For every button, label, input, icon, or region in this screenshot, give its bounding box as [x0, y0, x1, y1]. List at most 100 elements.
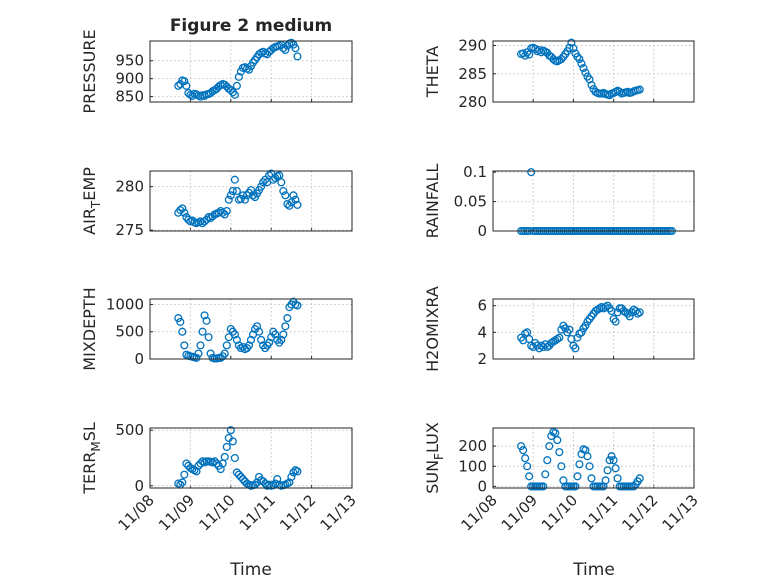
- data-point: [291, 44, 300, 53]
- data-point: [234, 72, 243, 81]
- data-point: [521, 329, 530, 338]
- data-point: [573, 472, 582, 481]
- data-point: [527, 341, 536, 350]
- figure-title: Figure 2 medium: [170, 16, 332, 36]
- data-point: [226, 86, 235, 95]
- y-tick-label: 290: [458, 37, 487, 55]
- data-point: [180, 208, 189, 217]
- data-point: [281, 191, 290, 200]
- panel-air_temp: 275 280 AIRTEMP: [80, 167, 353, 239]
- data-point: [613, 474, 622, 483]
- y-axis-label-main: AIR: [80, 208, 99, 235]
- y-axis-label: PRESSURE: [80, 29, 99, 113]
- data-point: [523, 462, 532, 471]
- panel-theta: 280 285 290 THETA: [423, 37, 695, 111]
- y-axis-label-subscript: F: [432, 453, 446, 460]
- y-tick-label: 900: [115, 70, 144, 88]
- y-axis-label-tail: LUX: [423, 422, 442, 453]
- data-point: [212, 459, 221, 468]
- data-point: [571, 344, 580, 353]
- data-point: [553, 334, 562, 344]
- axes-box: [492, 427, 695, 489]
- data-point: [557, 55, 566, 64]
- data-point: [178, 204, 187, 213]
- data-point: [244, 341, 254, 350]
- data-point: [174, 81, 183, 90]
- data-point: [635, 308, 644, 317]
- data-point: [220, 349, 229, 358]
- data-point: [293, 200, 302, 209]
- data-point: [583, 452, 592, 461]
- data-point: [561, 324, 570, 333]
- data-point: [263, 50, 272, 59]
- data-point: [575, 460, 584, 469]
- y-axis-label: AIRTEMP: [80, 167, 103, 235]
- data-point: [222, 341, 231, 350]
- data-point: [281, 45, 290, 55]
- data-point: [232, 468, 241, 477]
- y-tick-label: 285: [458, 65, 487, 83]
- data-point: [196, 341, 205, 350]
- y-axis-label-main: SUN: [423, 460, 442, 494]
- data-point: [541, 470, 550, 479]
- data-point: [565, 325, 574, 334]
- y-tick-label: 275: [115, 221, 144, 239]
- data-point: [521, 454, 530, 463]
- y-axis-label-main: TERR: [80, 452, 99, 495]
- data-point: [277, 178, 286, 187]
- axes-box: [492, 170, 695, 232]
- data-point: [603, 466, 612, 475]
- data-point: [176, 206, 185, 215]
- data-point: [240, 195, 249, 204]
- data-point: [555, 333, 564, 342]
- data-point: [271, 173, 280, 183]
- data-point: [226, 426, 235, 435]
- data-point: [555, 448, 564, 457]
- data-point: [246, 186, 256, 195]
- data-point: [246, 335, 256, 344]
- data-point: [178, 478, 187, 487]
- data-point: [553, 436, 562, 445]
- data-point: [194, 461, 203, 470]
- y-tick-label: 280: [115, 178, 144, 196]
- data-point: [635, 85, 644, 94]
- data-point: [180, 77, 189, 86]
- data-point: [259, 47, 268, 56]
- y-axis-label: SUNFLUX: [423, 422, 446, 494]
- x-axis-label-right: Time: [572, 560, 615, 580]
- y-axis-label-subscript: T: [89, 200, 103, 209]
- axes-box: [149, 298, 353, 360]
- data-point: [293, 52, 302, 61]
- data-point: [255, 50, 264, 59]
- y-tick-label: 4: [477, 323, 487, 341]
- data-point: [517, 442, 526, 451]
- data-point: [228, 186, 237, 196]
- y-axis-label: MIXDEPTH: [80, 287, 99, 370]
- data-point: [269, 481, 278, 490]
- data-point: [230, 453, 239, 463]
- data-point: [545, 442, 554, 451]
- data-point: [238, 475, 247, 484]
- data-point: [283, 199, 292, 209]
- y-axis-label-subscript: M: [89, 441, 103, 451]
- data-point: [581, 321, 590, 330]
- y-axis-label: THETA: [423, 46, 442, 98]
- y-tick-label: 100: [458, 457, 487, 475]
- data-point: [549, 337, 558, 346]
- y-tick-label: 950: [115, 52, 144, 70]
- data-point: [228, 437, 237, 446]
- data-point: [557, 462, 566, 471]
- y-tick-label: 500: [115, 421, 144, 439]
- data-point: [625, 312, 634, 321]
- data-point: [236, 472, 245, 481]
- y-tick-label: 850: [115, 88, 144, 106]
- data-point: [174, 314, 183, 323]
- data-point: [192, 353, 201, 362]
- data-point: [633, 309, 642, 318]
- axes-box: [149, 427, 353, 489]
- panel-h2omixra: 2 4 6 H2OMIXRA: [423, 286, 695, 372]
- data-point: [519, 446, 528, 455]
- data-point: [277, 335, 286, 344]
- data-point: [253, 322, 262, 331]
